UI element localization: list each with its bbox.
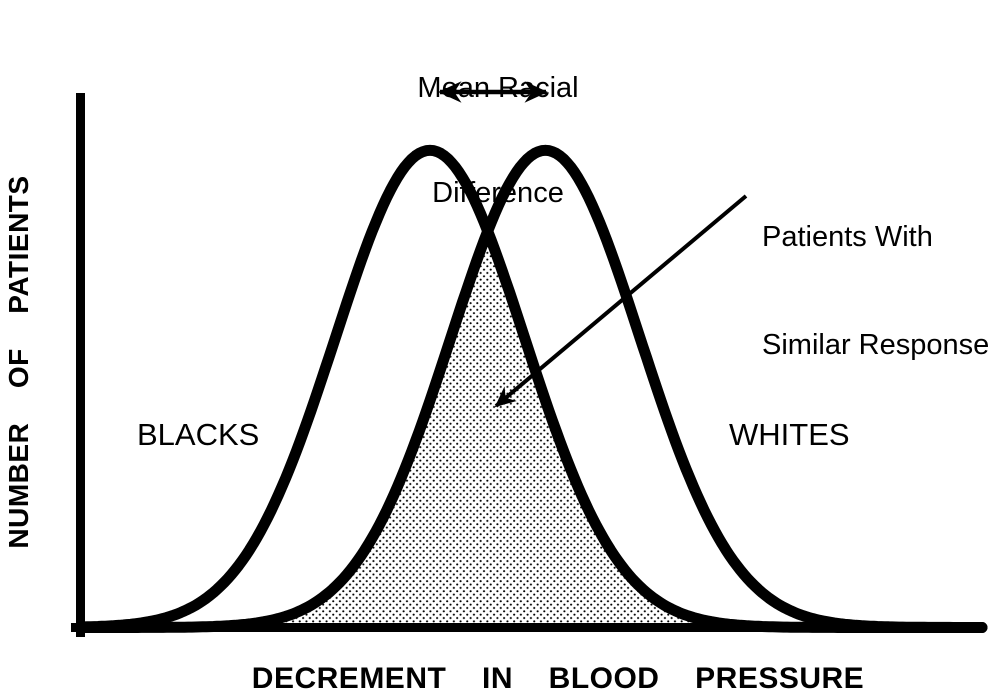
similar-response-label: Patients With Similar Response	[762, 147, 989, 435]
similar-response-line1: Patients With	[762, 221, 933, 253]
blacks-curve-label: BLACKS	[137, 417, 260, 452]
similar-response-pointer-arrow-icon	[494, 194, 748, 408]
mean-racial-difference-label: Mean Racial Difference	[417, 1, 578, 281]
overlap-region-stippled	[269, 235, 721, 628]
mean-racial-difference-line1: Mean Racial	[417, 72, 579, 104]
mean-racial-difference-line2: Difference	[432, 177, 564, 209]
x-axis-title: DECREMENT IN BLOOD PRESSURE	[251, 662, 865, 695]
whites-curve-label: WHITES	[729, 417, 850, 452]
y-axis-title: NUMBER OF PATIENTS	[3, 175, 34, 549]
similar-response-line2: Similar Response	[762, 329, 990, 361]
